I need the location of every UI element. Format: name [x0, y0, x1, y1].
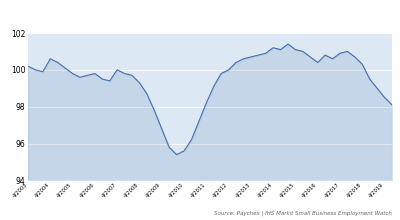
- Text: Source: Paychex | IHS Markit Small Business Employment Watch: Source: Paychex | IHS Markit Small Busin…: [214, 210, 392, 216]
- Text: Historical View: Historical View: [8, 11, 85, 21]
